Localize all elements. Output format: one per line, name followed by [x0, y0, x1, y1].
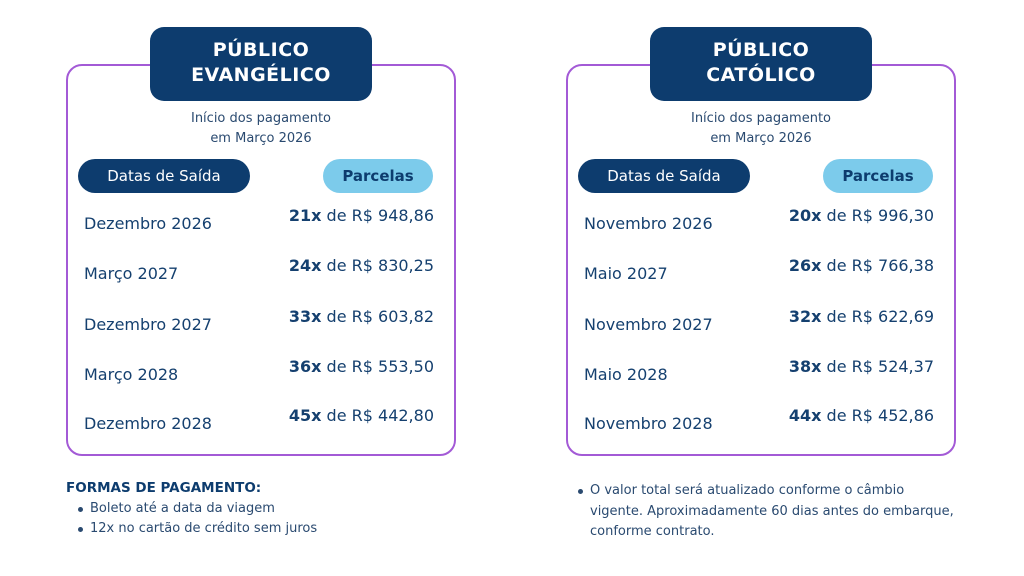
departure-date: Maio 2028 — [584, 365, 668, 384]
installment-value: 38x de R$ 524,37 — [789, 357, 934, 376]
table-row: Maio 2027 26x de R$ 766,38 — [584, 256, 934, 284]
title-line: PÚBLICO — [212, 39, 310, 61]
installment-amount: de R$ 766,38 — [821, 256, 934, 275]
departure-date: Dezembro 2028 — [84, 414, 212, 433]
departure-date: Dezembro 2027 — [84, 315, 212, 334]
table-row: Dezembro 2026 21x de R$ 948,86 — [84, 206, 434, 234]
installment-count: 45x — [288, 406, 322, 425]
departure-date: Maio 2027 — [584, 264, 668, 283]
departure-date: Novembro 2026 — [584, 214, 713, 233]
header-dates: Datas de Saída — [78, 159, 250, 193]
departure-date: Março 2028 — [84, 365, 179, 384]
table-row: Dezembro 2027 33x de R$ 603,82 — [84, 307, 434, 335]
table-row: Novembro 2028 44x de R$ 452,86 — [584, 406, 934, 434]
title-line: CATÓLICO — [706, 64, 816, 86]
payment-heading: FORMAS DE PAGAMENTO: — [66, 480, 262, 496]
installment-count: 38x — [788, 357, 822, 376]
installment-count: 44x — [788, 406, 822, 425]
installment-count: 20x — [788, 206, 822, 225]
header-installments: Parcelas — [323, 159, 433, 193]
installment-amount: de R$ 553,50 — [321, 357, 434, 376]
table-row: Novembro 2027 32x de R$ 622,69 — [584, 307, 934, 335]
panel-subtitle: Início dos pagamento em Março 2026 — [66, 109, 456, 149]
installment-count: 32x — [788, 307, 822, 326]
installment-value: 33x de R$ 603,82 — [289, 307, 434, 326]
subtitle-line: em Março 2026 — [210, 131, 312, 146]
note-text: O valor total será atualizado conforme o… — [576, 481, 956, 543]
installment-amount: de R$ 524,37 — [821, 357, 934, 376]
installment-amount: de R$ 452,86 — [821, 406, 934, 425]
table-row: Março 2027 24x de R$ 830,25 — [84, 256, 434, 284]
payment-methods: FORMAS DE PAGAMENTO: Boleto até a data d… — [66, 478, 317, 540]
subtitle-line: Início dos pagamento — [690, 111, 832, 126]
installment-count: 26x — [788, 256, 822, 275]
panel-title: PÚBLICO EVANGÉLICO — [150, 27, 372, 101]
installment-amount: de R$ 622,69 — [821, 307, 934, 326]
installment-amount: de R$ 830,25 — [321, 256, 434, 275]
pricing-panel: PÚBLICO CATÓLICO Início dos pagamento em M… — [566, 0, 966, 470]
installment-count: 21x — [288, 206, 322, 225]
header-installments: Parcelas — [823, 159, 933, 193]
subtitle-line: em Março 2026 — [710, 131, 812, 146]
installment-value: 21x de R$ 948,86 — [289, 206, 434, 225]
installment-amount: de R$ 948,86 — [321, 206, 434, 225]
payment-item: 12x no cartão de crédito sem juros — [76, 519, 317, 540]
installment-count: 36x — [288, 357, 322, 376]
table-row: Dezembro 2028 45x de R$ 442,80 — [84, 406, 434, 434]
departure-date: Março 2027 — [84, 264, 179, 283]
table-row: Maio 2028 38x de R$ 524,37 — [584, 357, 934, 385]
departure-date: Novembro 2028 — [584, 414, 713, 433]
title-line: EVANGÉLICO — [191, 64, 331, 86]
exchange-note: O valor total será atualizado conforme o… — [576, 481, 956, 543]
payment-item: Boleto até a data da viagem — [76, 499, 317, 520]
installment-value: 36x de R$ 553,50 — [289, 357, 434, 376]
table-row: Novembro 2026 20x de R$ 996,30 — [584, 206, 934, 234]
installment-amount: de R$ 996,30 — [821, 206, 934, 225]
installment-value: 45x de R$ 442,80 — [289, 406, 434, 425]
installment-amount: de R$ 442,80 — [321, 406, 434, 425]
installment-value: 20x de R$ 996,30 — [789, 206, 934, 225]
title-line: PÚBLICO — [712, 39, 810, 61]
pricing-panel: PÚBLICO EVANGÉLICO Início dos pagamento em… — [66, 0, 466, 470]
departure-date: Novembro 2027 — [584, 315, 713, 334]
installment-value: 32x de R$ 622,69 — [789, 307, 934, 326]
installment-count: 24x — [288, 256, 322, 275]
installment-count: 33x — [288, 307, 322, 326]
panel-title: PÚBLICO CATÓLICO — [650, 27, 872, 101]
installment-amount: de R$ 603,82 — [321, 307, 434, 326]
installment-value: 24x de R$ 830,25 — [289, 256, 434, 275]
table-row: Março 2028 36x de R$ 553,50 — [84, 357, 434, 385]
header-dates: Datas de Saída — [578, 159, 750, 193]
installment-value: 26x de R$ 766,38 — [789, 256, 934, 275]
departure-date: Dezembro 2026 — [84, 214, 212, 233]
panel-subtitle: Início dos pagamento em Março 2026 — [566, 109, 956, 149]
subtitle-line: Início dos pagamento — [190, 111, 332, 126]
installment-value: 44x de R$ 452,86 — [789, 406, 934, 425]
